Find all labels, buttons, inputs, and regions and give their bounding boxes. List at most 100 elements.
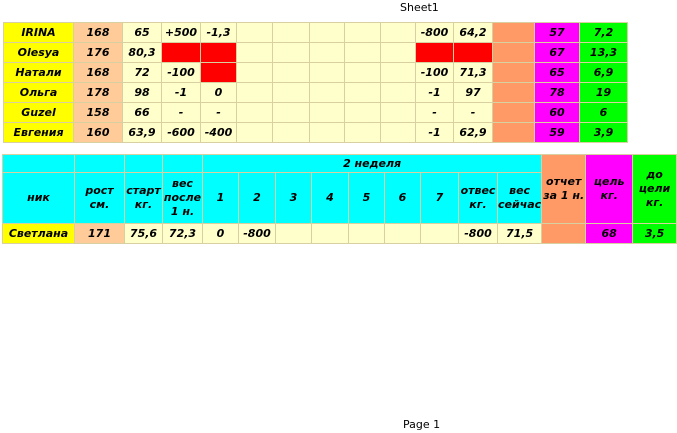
cell-day[interactable]	[344, 22, 381, 43]
cell-day[interactable]	[344, 62, 381, 83]
cell-start[interactable]: 80,3	[122, 42, 162, 63]
cell-day[interactable]	[161, 42, 201, 63]
cell-start[interactable]: 65	[122, 22, 162, 43]
cell-start[interactable]: 66	[122, 102, 162, 123]
cell-day[interactable]	[236, 62, 273, 83]
cell-now[interactable]: 62,9	[453, 122, 493, 143]
cell-day[interactable]	[380, 102, 416, 123]
cell-loss[interactable]: -800	[458, 223, 498, 244]
cell-day[interactable]	[344, 122, 381, 143]
cell-goal[interactable]: 65	[534, 62, 580, 83]
cell-report[interactable]	[492, 122, 535, 143]
cell-start[interactable]: 75,6	[124, 223, 163, 244]
cell-to-goal[interactable]: 6,9	[579, 62, 628, 83]
cell-now[interactable]: 71,5	[496, 223, 543, 244]
cell-day[interactable]	[275, 223, 312, 244]
cell-height[interactable]: 168	[73, 22, 123, 43]
cell-day[interactable]: -600	[161, 122, 201, 143]
cell-height[interactable]: 178	[73, 82, 123, 103]
cell-height[interactable]: 160	[73, 122, 123, 143]
cell-day[interactable]	[272, 22, 310, 43]
cell-day[interactable]	[344, 42, 381, 63]
cell-day[interactable]	[200, 42, 237, 63]
cell-loss[interactable]: -	[415, 102, 454, 123]
cell-day[interactable]	[236, 82, 273, 103]
cell-to-goal[interactable]: 6	[579, 102, 628, 123]
cell-day[interactable]: -1,3	[200, 22, 237, 43]
cell-day[interactable]	[272, 42, 310, 63]
cell-day[interactable]	[420, 223, 459, 244]
cell-day[interactable]: -100	[161, 62, 201, 83]
cell-to-goal[interactable]: 19	[579, 82, 628, 103]
cell-start[interactable]: 72	[122, 62, 162, 83]
cell-day[interactable]	[380, 22, 416, 43]
cell-loss[interactable]: -1	[415, 82, 454, 103]
cell-day[interactable]	[272, 82, 310, 103]
cell-height[interactable]: 168	[73, 62, 123, 83]
cell-day[interactable]	[309, 82, 345, 103]
cell-name[interactable]: Ольга	[3, 82, 74, 103]
cell-goal[interactable]: 67	[534, 42, 580, 63]
cell-loss[interactable]: -1	[415, 122, 454, 143]
cell-goal[interactable]: 60	[534, 102, 580, 123]
cell-day[interactable]: -400	[200, 122, 237, 143]
cell-to-goal[interactable]: 13,3	[579, 42, 628, 63]
cell-day[interactable]: -	[200, 102, 237, 123]
cell-now[interactable]: 64,2	[453, 22, 493, 43]
cell-day[interactable]	[344, 82, 381, 103]
cell-goal[interactable]: 78	[534, 82, 580, 103]
cell-name[interactable]: IRINA	[3, 22, 74, 43]
cell-day[interactable]: -	[161, 102, 201, 123]
cell-report[interactable]	[492, 22, 535, 43]
cell-day[interactable]	[380, 62, 416, 83]
cell-day[interactable]	[200, 62, 237, 83]
cell-report[interactable]	[541, 223, 587, 244]
cell-goal[interactable]: 68	[585, 223, 634, 244]
cell-day[interactable]	[236, 102, 273, 123]
cell-report[interactable]	[492, 42, 535, 63]
cell-name[interactable]: Натали	[3, 62, 74, 83]
cell-to-goal[interactable]: 7,2	[579, 22, 628, 43]
cell-report[interactable]	[492, 102, 535, 123]
cell-to-goal[interactable]: 3,5	[632, 223, 677, 244]
cell-day[interactable]	[272, 102, 310, 123]
cell-day[interactable]	[309, 122, 345, 143]
cell-height[interactable]: 171	[74, 223, 125, 244]
cell-day[interactable]: 0	[202, 223, 239, 244]
cell-day[interactable]	[380, 122, 416, 143]
cell-day[interactable]	[309, 62, 345, 83]
cell-loss[interactable]: -800	[415, 22, 454, 43]
cell-goal[interactable]: 57	[534, 22, 580, 43]
cell-now[interactable]: 71,3	[453, 62, 493, 83]
cell-day[interactable]	[380, 42, 416, 63]
cell-day[interactable]	[380, 82, 416, 103]
cell-day[interactable]	[384, 223, 421, 244]
cell-day[interactable]: -800	[238, 223, 276, 244]
cell-now[interactable]	[453, 42, 493, 63]
cell-day[interactable]: 0	[200, 82, 237, 103]
cell-loss[interactable]: -100	[415, 62, 454, 83]
cell-name[interactable]: Guzel	[3, 102, 74, 123]
cell-loss[interactable]	[415, 42, 454, 63]
cell-after[interactable]: 72,3	[162, 223, 203, 244]
cell-day[interactable]: +500	[161, 22, 201, 43]
cell-day[interactable]	[309, 42, 345, 63]
cell-day[interactable]	[309, 22, 345, 43]
cell-day[interactable]	[309, 102, 345, 123]
cell-day[interactable]	[272, 122, 310, 143]
cell-day[interactable]	[344, 102, 381, 123]
cell-day[interactable]	[236, 122, 273, 143]
cell-name[interactable]: Светлана	[2, 223, 75, 244]
cell-goal[interactable]: 59	[534, 122, 580, 143]
cell-start[interactable]: 98	[122, 82, 162, 103]
cell-name[interactable]: Olesya	[3, 42, 74, 63]
cell-start[interactable]: 63,9	[122, 122, 162, 143]
cell-to-goal[interactable]: 3,9	[579, 122, 628, 143]
cell-day[interactable]	[236, 22, 273, 43]
cell-report[interactable]	[492, 62, 535, 83]
cell-height[interactable]: 158	[73, 102, 123, 123]
cell-day[interactable]	[311, 223, 349, 244]
cell-height[interactable]: 176	[73, 42, 123, 63]
cell-day[interactable]	[348, 223, 385, 244]
cell-now[interactable]: 97	[453, 82, 493, 103]
